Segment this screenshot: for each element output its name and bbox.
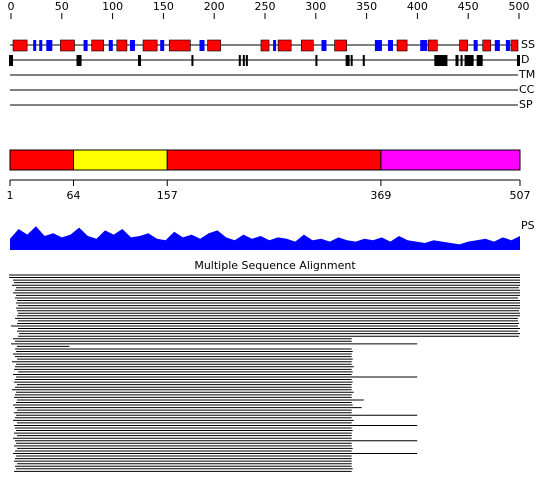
sp-label: SP: [519, 98, 533, 111]
domain: [166, 149, 382, 171]
domain-tick-label: 64: [66, 189, 80, 202]
helix: [427, 39, 438, 52]
strand: [420, 40, 428, 51]
disorder-region: [516, 55, 520, 66]
ruler-label: 50: [55, 0, 69, 13]
disorder-region: [362, 55, 365, 66]
domain: [380, 149, 521, 171]
disorder-region: [238, 55, 241, 66]
disorder-region: [242, 55, 245, 66]
strand: [374, 40, 382, 51]
helix: [459, 39, 468, 52]
strand: [108, 40, 113, 51]
strand: [33, 40, 37, 51]
disorder-region: [245, 55, 248, 66]
helix: [260, 39, 270, 52]
disorder-region: [455, 55, 459, 66]
helix: [91, 39, 105, 52]
strand: [160, 40, 165, 51]
disorder-region: [345, 55, 350, 66]
ss-label: SS: [521, 38, 535, 51]
disorder-region: [138, 55, 142, 66]
d-label: D: [521, 53, 529, 66]
cc-label: CC: [519, 83, 535, 96]
disorder-region: [460, 55, 463, 66]
strand: [473, 40, 478, 51]
ruler-label: 250: [255, 0, 276, 13]
tm-label: TM: [518, 68, 535, 81]
strand: [494, 40, 500, 51]
domain-tick-label: 369: [370, 189, 391, 202]
helix: [396, 39, 408, 52]
ruler-label: 100: [102, 0, 123, 13]
disorder-region: [191, 55, 194, 66]
ruler-label: 350: [356, 0, 377, 13]
disorder-region: [350, 55, 353, 66]
domain: [9, 149, 74, 171]
ps-label: PS: [521, 219, 535, 232]
strand: [505, 40, 510, 51]
strand: [46, 40, 53, 51]
ruler-label: 500: [509, 0, 530, 13]
domain: [72, 149, 168, 171]
helix: [300, 39, 314, 52]
helix: [334, 39, 347, 52]
ruler-label: 400: [407, 0, 428, 13]
strand: [387, 40, 394, 51]
helix: [12, 39, 28, 52]
strand: [129, 40, 135, 51]
helix: [60, 39, 75, 52]
domain-tick-label: 1: [7, 189, 14, 202]
disorder-region: [476, 55, 483, 66]
helix: [142, 39, 158, 52]
helix: [277, 39, 292, 52]
strand: [273, 40, 277, 51]
strand: [39, 40, 43, 51]
helix: [207, 39, 221, 52]
ruler-label: 300: [305, 0, 326, 13]
helix: [168, 39, 191, 52]
helix: [510, 39, 519, 52]
disorder-region: [8, 55, 14, 66]
disorder-region: [76, 55, 82, 66]
ruler-label: 200: [204, 0, 225, 13]
ps-profile: [10, 226, 520, 250]
disorder-region: [464, 55, 474, 66]
strand: [199, 40, 205, 51]
helix: [482, 39, 492, 52]
msa-title: Multiple Sequence Alignment: [194, 259, 356, 272]
domain-tick-label: 157: [157, 189, 178, 202]
ruler-label: 450: [458, 0, 479, 13]
disorder-region: [434, 55, 448, 66]
ruler-label: 150: [153, 0, 174, 13]
domain-tick-label: 507: [510, 189, 531, 202]
strand: [321, 40, 327, 51]
ruler-label: 0: [8, 0, 15, 13]
strand: [83, 40, 88, 51]
disorder-region: [315, 55, 318, 66]
helix: [116, 39, 128, 52]
